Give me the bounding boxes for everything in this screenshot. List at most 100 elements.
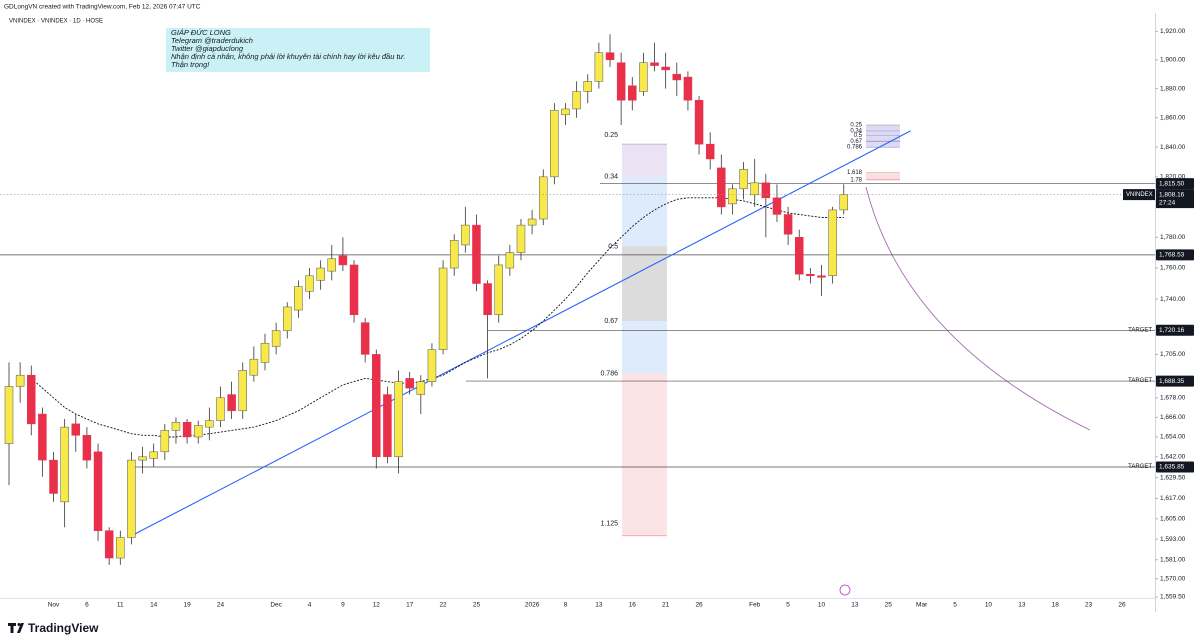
price-tag (1156, 461, 1194, 473)
x-tick-label: 23 (1085, 602, 1093, 609)
candle-body (828, 209, 837, 277)
candle-body (249, 358, 259, 376)
candle-body (505, 252, 515, 269)
note-box (166, 28, 430, 72)
x-tick-label: 18 (1052, 602, 1060, 609)
candle-body (216, 397, 225, 421)
candle-body (583, 81, 593, 92)
candle-body (316, 267, 325, 281)
candle-body (483, 283, 492, 316)
candle-body (60, 426, 69, 503)
x-tick-label: 13 (1018, 602, 1026, 609)
candle-body (806, 273, 815, 277)
x-tick-label: 10 (818, 602, 826, 609)
candle-body (49, 459, 58, 494)
logo-dot (17, 623, 21, 626)
candle-body (27, 374, 36, 425)
candle-body (817, 275, 826, 278)
candle-body (149, 451, 158, 459)
candle-body (672, 73, 682, 81)
candle-body (783, 214, 793, 235)
x-tick-label: Nov (48, 602, 60, 609)
x-tick-label: Dec (270, 602, 282, 609)
y-tick-label: 1,920.00 (1160, 28, 1186, 35)
candle-body (839, 194, 848, 211)
chart-title: VNINDEX · VNINDEX · 1D · HOSE (9, 19, 103, 25)
x-tick-label: 25 (473, 602, 481, 609)
fib-level-label: 0.786 (600, 370, 618, 377)
x-tick-label: 25 (885, 602, 893, 609)
candle-body (594, 52, 604, 82)
candle-body (93, 451, 103, 531)
note-line: Thận trọng! (171, 60, 210, 69)
price-tag-label: 1,815.50 (1159, 180, 1185, 187)
y-tick-label: 1,629.50 (1160, 474, 1186, 481)
candle-body (260, 342, 270, 363)
last-price-label: 1,808.16 (1159, 191, 1185, 198)
fib-small-label: 0.25 (850, 123, 862, 129)
target-label: TARGET (1128, 378, 1152, 384)
y-tick-label: 1,860.00 (1160, 114, 1186, 121)
candle-body (605, 52, 615, 61)
x-tick-label: 13 (595, 602, 603, 609)
candle-body (138, 456, 147, 461)
candle-body (205, 420, 214, 428)
symbol-tag-label: VNINDEX (1126, 192, 1153, 198)
x-tick-label: 24 (217, 602, 225, 609)
price-tag (1156, 375, 1194, 387)
candle-body (305, 275, 314, 292)
price-tag-label: 1,635.85 (1159, 464, 1185, 471)
fib-zone (622, 373, 667, 536)
y-tick-label: 1,900.00 (1160, 57, 1186, 64)
fib-small-zone (866, 125, 900, 148)
fib-small-label: 0.67 (850, 139, 862, 145)
y-tick-label: 1,570.00 (1160, 575, 1186, 582)
candle-body (82, 435, 92, 461)
x-tick-label: 26 (695, 602, 703, 609)
fib-small-label: 1.78 (850, 177, 862, 183)
x-tick-label: Feb (749, 602, 761, 609)
y-tick-label: 1,820.00 (1160, 174, 1186, 181)
candle-body (639, 62, 648, 92)
candle-body (227, 394, 236, 412)
note-line: GIÁP ĐỨC LONG (171, 28, 231, 37)
candle-body (683, 76, 693, 101)
price-tag-label: 1,768.53 (1159, 252, 1185, 259)
candle-body (772, 197, 782, 215)
candle-body (794, 237, 804, 275)
y-tick-label: 1,666.00 (1160, 414, 1186, 421)
fib-zone (622, 144, 667, 177)
candle-body (372, 354, 381, 458)
fib-small-label: 0.5 (854, 133, 863, 139)
x-tick-label: 11 (117, 602, 124, 609)
y-tick-label: 1,642.00 (1160, 454, 1186, 461)
fib-small-label: 0.34 (850, 128, 862, 134)
fib-zone (622, 246, 667, 322)
y-tick-label: 1,705.00 (1160, 351, 1186, 358)
projection-arc (865, 186, 1091, 431)
target-label: TARGET (1128, 464, 1152, 470)
candle-body (728, 188, 737, 205)
x-tick-label: 6 (85, 602, 89, 609)
y-tick-label: 1,654.00 (1160, 434, 1186, 441)
candle-body (438, 267, 448, 350)
x-tick-label: 13 (851, 602, 859, 609)
candle-body (427, 349, 437, 382)
fib-zone (622, 321, 667, 374)
candle-body (394, 381, 403, 458)
candle-body (661, 66, 670, 71)
candle-body (283, 306, 292, 331)
candle-body (15, 374, 25, 387)
candle-body (38, 413, 47, 461)
candle-body (171, 421, 181, 431)
candle-body (383, 394, 392, 458)
fib-small-label: 1.618 (847, 170, 863, 176)
x-tick-label: 12 (373, 602, 381, 609)
x-tick-label: 8 (564, 602, 568, 609)
x-tick-label: 9 (341, 602, 345, 609)
candle-body (116, 537, 125, 559)
candle-body (461, 224, 470, 246)
x-tick-label: 14 (150, 602, 158, 609)
